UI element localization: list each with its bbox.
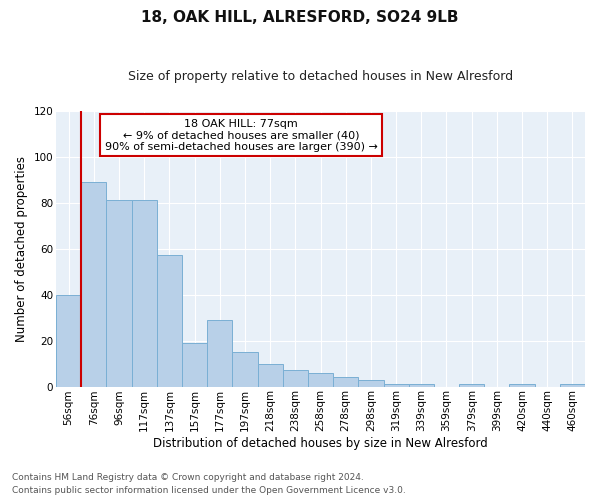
X-axis label: Distribution of detached houses by size in New Alresford: Distribution of detached houses by size … bbox=[153, 437, 488, 450]
Bar bbox=[333, 378, 358, 386]
Bar bbox=[308, 372, 333, 386]
Bar bbox=[257, 364, 283, 386]
Text: 18 OAK HILL: 77sqm
← 9% of detached houses are smaller (40)
90% of semi-detached: 18 OAK HILL: 77sqm ← 9% of detached hous… bbox=[105, 119, 377, 152]
Title: Size of property relative to detached houses in New Alresford: Size of property relative to detached ho… bbox=[128, 70, 513, 83]
Bar bbox=[383, 384, 409, 386]
Bar bbox=[283, 370, 308, 386]
Bar bbox=[358, 380, 383, 386]
Bar bbox=[509, 384, 535, 386]
Bar bbox=[409, 384, 434, 386]
Bar bbox=[207, 320, 232, 386]
Bar bbox=[459, 384, 484, 386]
Y-axis label: Number of detached properties: Number of detached properties bbox=[15, 156, 28, 342]
Bar bbox=[182, 343, 207, 386]
Text: 18, OAK HILL, ALRESFORD, SO24 9LB: 18, OAK HILL, ALRESFORD, SO24 9LB bbox=[141, 10, 459, 25]
Bar bbox=[232, 352, 257, 386]
Text: Contains HM Land Registry data © Crown copyright and database right 2024.
Contai: Contains HM Land Registry data © Crown c… bbox=[12, 474, 406, 495]
Bar bbox=[131, 200, 157, 386]
Bar bbox=[560, 384, 585, 386]
Bar bbox=[56, 294, 81, 386]
Bar bbox=[81, 182, 106, 386]
Bar bbox=[157, 256, 182, 386]
Bar bbox=[106, 200, 131, 386]
